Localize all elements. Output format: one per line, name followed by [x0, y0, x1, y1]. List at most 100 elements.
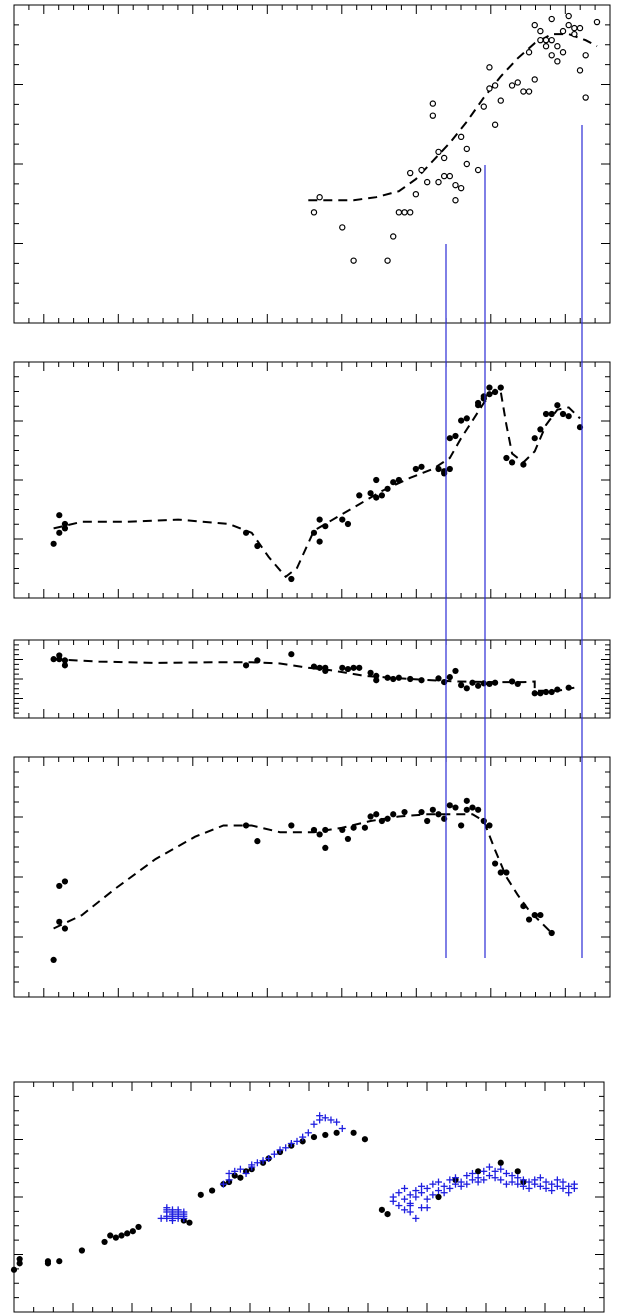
data-point: [418, 166, 425, 174]
data-point: [242, 662, 250, 669]
data-point: [373, 476, 380, 484]
data-point: [407, 169, 414, 177]
data-point: [497, 1176, 505, 1184]
data-point: [446, 172, 454, 180]
data-point: [333, 1118, 341, 1126]
data-point: [310, 529, 318, 536]
data-point: [457, 1178, 465, 1186]
data-point: [418, 1182, 426, 1190]
data-point: [367, 669, 374, 676]
data-point: [559, 49, 567, 56]
data-point: [265, 1154, 273, 1162]
data-point: [514, 79, 521, 86]
data-point: [531, 911, 538, 919]
data-point: [548, 1180, 556, 1188]
data-point: [451, 1180, 459, 1188]
data-point: [322, 664, 329, 671]
data-point: [452, 181, 459, 189]
data-point: [390, 811, 397, 818]
data-point: [412, 1187, 420, 1195]
data-point: [50, 540, 57, 547]
data-point: [542, 43, 550, 50]
data-point: [582, 94, 589, 101]
panel-5: [10, 1081, 605, 1313]
data-point: [576, 24, 584, 32]
data-point: [356, 492, 363, 499]
data-point: [440, 154, 448, 162]
data-point: [316, 516, 323, 523]
panel-1-frame: [13, 4, 611, 324]
data-point: [480, 817, 487, 825]
data-point: [480, 1176, 488, 1184]
data-point: [452, 667, 459, 675]
panel-2-ticks: [13, 361, 611, 599]
data-point: [508, 82, 516, 89]
data-point: [542, 36, 550, 44]
data-point: [491, 1174, 499, 1182]
data-point: [435, 178, 442, 186]
data-point: [463, 160, 470, 168]
data-point: [316, 538, 323, 545]
data-point: [299, 1133, 307, 1141]
data-point: [519, 1176, 527, 1184]
data-point: [401, 1184, 409, 1192]
data-point: [339, 664, 346, 671]
panel-2: [13, 361, 611, 599]
data-point: [56, 512, 63, 519]
data-point: [452, 432, 459, 440]
data-point: [469, 804, 476, 811]
data-point: [254, 838, 261, 845]
data-point: [219, 1180, 227, 1188]
data-point: [559, 1178, 567, 1186]
data-point: [401, 1195, 409, 1203]
data-point: [197, 1191, 204, 1198]
data-point: [333, 1129, 340, 1136]
panel-1: [13, 4, 611, 324]
data-point: [463, 415, 470, 422]
data-point: [480, 1167, 488, 1175]
data-point: [514, 1180, 522, 1188]
data-point: [548, 15, 555, 23]
data-point: [316, 831, 323, 838]
data-point: [322, 844, 329, 851]
data-point: [407, 209, 414, 216]
data-point: [565, 12, 572, 20]
data-point: [401, 1206, 409, 1214]
data-point: [282, 1144, 290, 1152]
data-point: [253, 1159, 261, 1167]
data-point: [474, 166, 482, 174]
data-point: [497, 1159, 504, 1166]
data-point: [485, 1163, 493, 1171]
data-point: [299, 1138, 306, 1145]
data-point: [44, 1258, 52, 1265]
data-point: [361, 824, 369, 831]
data-point: [237, 1174, 244, 1181]
data-point: [209, 1187, 216, 1194]
data-point: [502, 1180, 510, 1188]
data-point: [497, 869, 504, 876]
data-point: [486, 64, 493, 71]
data-point: [554, 686, 561, 693]
data-point: [565, 684, 572, 691]
data-point: [390, 233, 397, 240]
data-point: [395, 209, 403, 216]
data-point: [384, 1211, 391, 1218]
data-point: [384, 674, 391, 681]
panel-5-ticks: [13, 1081, 605, 1313]
data-point: [497, 1165, 505, 1173]
data-point: [525, 49, 533, 56]
data-point: [412, 1193, 420, 1201]
data-point: [316, 664, 323, 671]
data-point: [475, 806, 482, 813]
panel-1-fit-curve: [308, 33, 598, 202]
data-point: [554, 58, 561, 65]
data-point: [412, 465, 419, 473]
data-point: [463, 806, 470, 813]
data-point: [508, 1178, 516, 1186]
data-point: [56, 1258, 63, 1265]
data-point: [107, 1232, 114, 1239]
data-point: [548, 929, 555, 937]
data-point: [373, 494, 380, 501]
data-point: [310, 209, 318, 216]
data-point: [480, 103, 487, 110]
